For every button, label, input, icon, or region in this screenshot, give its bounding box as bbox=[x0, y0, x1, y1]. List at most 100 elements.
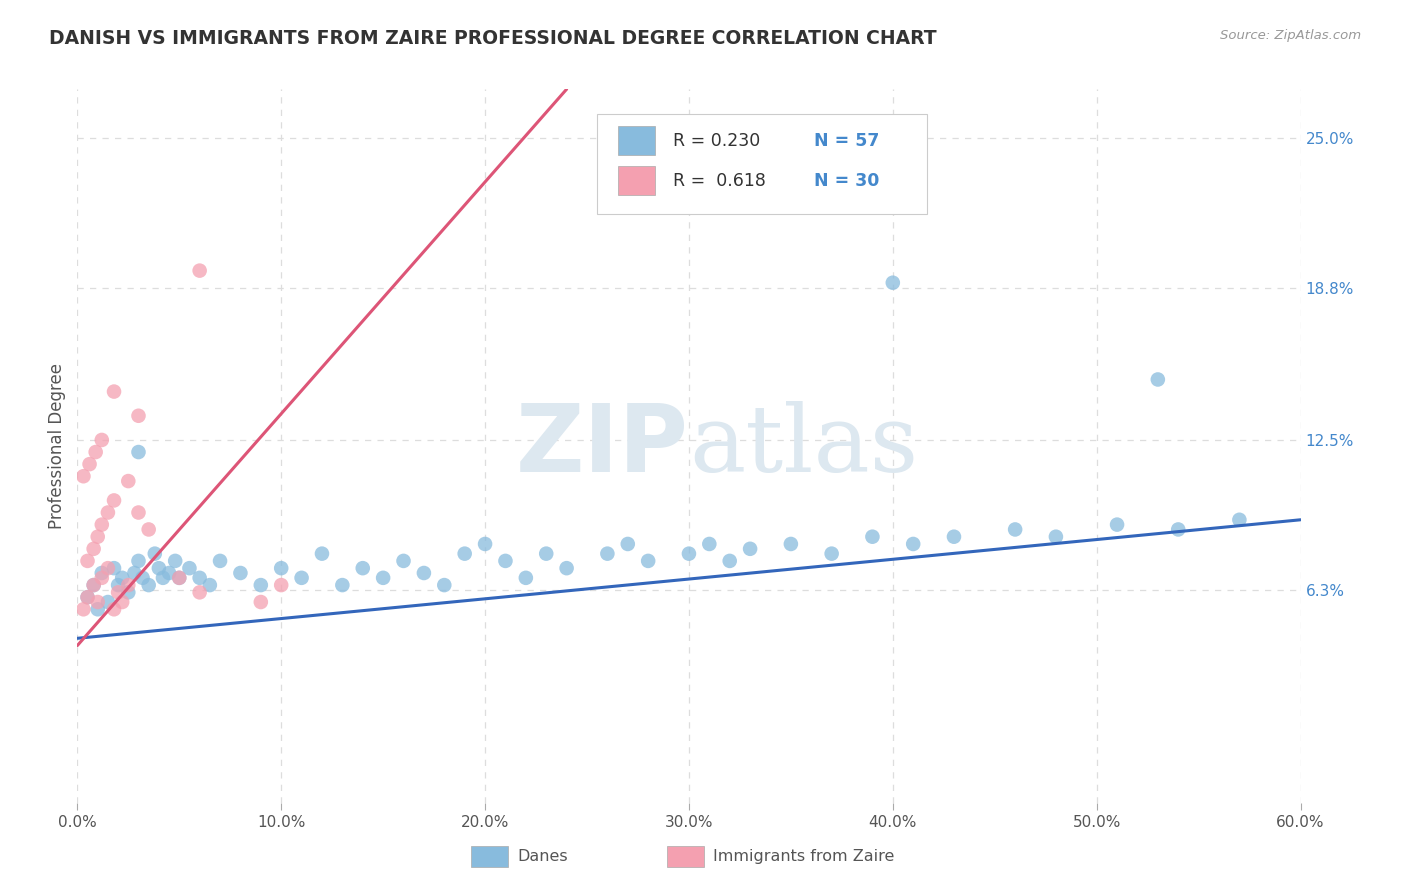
Point bbox=[1167, 523, 1189, 537]
Text: N = 30: N = 30 bbox=[814, 171, 879, 189]
Text: Immigrants from Zaire: Immigrants from Zaire bbox=[713, 849, 894, 863]
Point bbox=[862, 530, 884, 544]
Point bbox=[250, 578, 273, 592]
Point bbox=[229, 566, 252, 580]
Point bbox=[76, 590, 98, 604]
Point bbox=[495, 554, 517, 568]
Point bbox=[131, 571, 153, 585]
Point bbox=[169, 571, 191, 585]
Point bbox=[107, 585, 129, 599]
Point bbox=[474, 537, 496, 551]
Point bbox=[699, 537, 721, 551]
Point bbox=[83, 578, 105, 592]
Point bbox=[72, 469, 94, 483]
FancyBboxPatch shape bbox=[619, 166, 655, 194]
Point bbox=[111, 595, 134, 609]
Text: R = 0.230: R = 0.230 bbox=[673, 132, 761, 150]
Point bbox=[107, 578, 129, 592]
Point bbox=[208, 554, 231, 568]
Point bbox=[157, 566, 180, 580]
Point bbox=[97, 506, 120, 520]
Point bbox=[127, 506, 149, 520]
Point bbox=[188, 571, 211, 585]
Point bbox=[76, 554, 98, 568]
Text: ZIP: ZIP bbox=[516, 400, 689, 492]
Point bbox=[821, 547, 844, 561]
Point bbox=[127, 554, 149, 568]
Point bbox=[72, 602, 94, 616]
Point bbox=[188, 585, 211, 599]
Point bbox=[97, 561, 120, 575]
Point bbox=[779, 537, 801, 551]
FancyBboxPatch shape bbox=[666, 846, 703, 867]
Point bbox=[103, 561, 125, 575]
Text: R =  0.618: R = 0.618 bbox=[673, 171, 766, 189]
Point bbox=[76, 590, 98, 604]
Point bbox=[148, 561, 170, 575]
Point bbox=[179, 561, 201, 575]
Point bbox=[1147, 372, 1170, 386]
Point bbox=[127, 445, 149, 459]
Point bbox=[103, 493, 125, 508]
FancyBboxPatch shape bbox=[598, 114, 928, 214]
Point bbox=[555, 561, 578, 575]
Point bbox=[83, 541, 105, 556]
Point bbox=[250, 595, 273, 609]
Point bbox=[87, 595, 110, 609]
Point bbox=[1004, 523, 1026, 537]
Point bbox=[718, 554, 741, 568]
Point bbox=[903, 537, 925, 551]
Text: Source: ZipAtlas.com: Source: ZipAtlas.com bbox=[1220, 29, 1361, 42]
Point bbox=[332, 578, 354, 592]
Point bbox=[103, 384, 125, 399]
Text: atlas: atlas bbox=[689, 401, 918, 491]
Point bbox=[678, 547, 700, 561]
FancyBboxPatch shape bbox=[619, 127, 655, 155]
Point bbox=[84, 445, 107, 459]
Point bbox=[152, 571, 174, 585]
Point bbox=[79, 457, 101, 471]
Point bbox=[117, 474, 139, 488]
Point bbox=[413, 566, 436, 580]
Point bbox=[198, 578, 221, 592]
Point bbox=[1107, 517, 1129, 532]
Point bbox=[596, 547, 619, 561]
Point bbox=[352, 561, 374, 575]
Point bbox=[637, 554, 659, 568]
Text: Danes: Danes bbox=[517, 849, 568, 863]
Point bbox=[83, 578, 105, 592]
Point bbox=[311, 547, 333, 561]
Point bbox=[117, 585, 139, 599]
Y-axis label: Professional Degree: Professional Degree bbox=[48, 363, 66, 529]
Text: N = 57: N = 57 bbox=[814, 132, 879, 150]
Point bbox=[90, 433, 112, 447]
Point bbox=[165, 554, 187, 568]
Point bbox=[371, 571, 394, 585]
Point bbox=[138, 578, 160, 592]
Point bbox=[882, 276, 904, 290]
Point bbox=[127, 409, 149, 423]
Point bbox=[740, 541, 762, 556]
Text: DANISH VS IMMIGRANTS FROM ZAIRE PROFESSIONAL DEGREE CORRELATION CHART: DANISH VS IMMIGRANTS FROM ZAIRE PROFESSI… bbox=[49, 29, 936, 47]
Point bbox=[270, 578, 292, 592]
Point bbox=[188, 263, 211, 277]
Point bbox=[111, 571, 134, 585]
Point bbox=[90, 571, 112, 585]
Point bbox=[169, 571, 191, 585]
Point bbox=[534, 547, 557, 561]
Point bbox=[617, 537, 640, 551]
Point bbox=[90, 566, 112, 580]
Point bbox=[87, 602, 110, 616]
Point bbox=[290, 571, 312, 585]
Point bbox=[90, 517, 112, 532]
FancyBboxPatch shape bbox=[471, 846, 508, 867]
Point bbox=[87, 530, 110, 544]
Point bbox=[1045, 530, 1067, 544]
Point bbox=[433, 578, 456, 592]
Point bbox=[138, 523, 160, 537]
Point bbox=[515, 571, 537, 585]
Point bbox=[453, 547, 475, 561]
Point bbox=[124, 566, 146, 580]
Point bbox=[1229, 513, 1251, 527]
Point bbox=[270, 561, 292, 575]
